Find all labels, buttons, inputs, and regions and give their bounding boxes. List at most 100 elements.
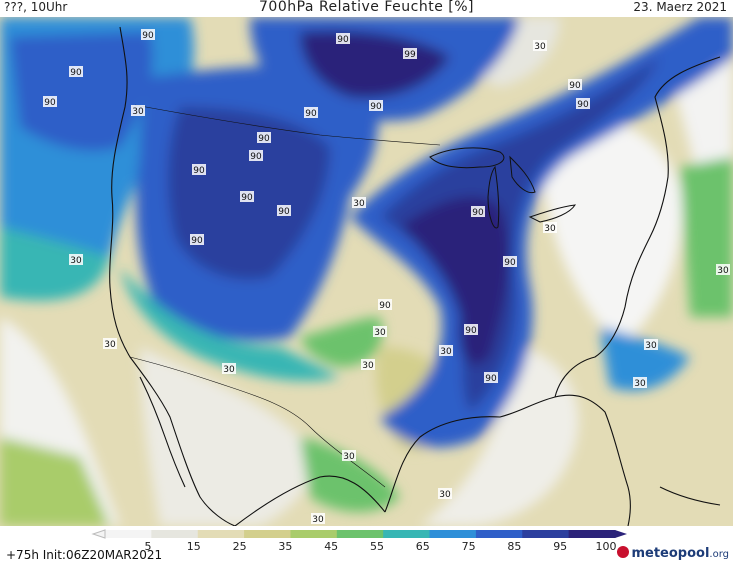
colorbar-swatch (522, 530, 570, 538)
colorbar-swatch (475, 530, 523, 538)
contour-label: 90 (336, 33, 350, 45)
svg-text:90: 90 (337, 35, 349, 45)
svg-text:90: 90 (485, 374, 497, 384)
contour-label: 30 (644, 339, 658, 351)
svg-text:90: 90 (258, 134, 270, 144)
colorbar-min-arrow (91, 529, 106, 539)
svg-text:90: 90 (193, 166, 205, 176)
contour-label: 90 (464, 324, 478, 336)
contour-label: 90 (141, 29, 155, 41)
contour-label: 90 (240, 191, 254, 203)
svg-text:90: 90 (241, 193, 253, 203)
svg-text:30: 30 (645, 341, 657, 351)
contour-label: 30 (311, 513, 325, 525)
colorbar-tick-label: 35 (278, 540, 292, 553)
coastlines (109, 26, 721, 526)
contour-label: 30 (716, 264, 730, 276)
contour-label: 90 (378, 299, 392, 311)
svg-text:30: 30 (132, 107, 144, 117)
colorbar-swatch (290, 530, 338, 538)
logo-text: meteopool (631, 546, 710, 561)
contour-label: 30 (533, 40, 547, 52)
colorbar-swatch (197, 530, 245, 538)
contour-label: 90 (503, 256, 517, 268)
svg-text:30: 30 (544, 224, 556, 234)
contour-label: 99 (403, 48, 417, 60)
colorbar-swatch (151, 530, 199, 538)
svg-text:90: 90 (379, 301, 391, 311)
great-lakes (429, 147, 576, 229)
svg-text:90: 90 (504, 258, 516, 268)
forecast-time-label: ???, 10Uhr (4, 0, 68, 14)
colorbar-tick-label: 65 (416, 540, 430, 553)
humidity-map: 90 90 90 90 99 90 90 90 90 90 90 90 90 90 90 90 90 90 90 90… (0, 17, 733, 526)
contour-label: 30 (352, 197, 366, 209)
svg-text:30: 30 (70, 256, 82, 266)
colorbar-swatch (429, 530, 477, 538)
colorbar-tick-label: 85 (507, 540, 521, 553)
contour-label: 90 (257, 132, 271, 144)
model-run-info: +75h Init:06Z20MAR2021 (6, 548, 163, 562)
contour-label: 90 (568, 79, 582, 91)
colorbar-swatch (105, 530, 152, 538)
contour-label: 90 (576, 98, 590, 110)
meteopool-logo[interactable]: meteopool.org (617, 546, 729, 561)
svg-text:90: 90 (278, 207, 290, 217)
contour-label: 30 (69, 254, 83, 266)
contour-label: 90 (190, 234, 204, 246)
colorbar-tick-label: 100 (596, 540, 617, 553)
contour-label: 90 (69, 66, 83, 78)
colorbar-tick-label: 45 (324, 540, 338, 553)
svg-text:30: 30 (534, 42, 546, 52)
svg-text:30: 30 (717, 266, 729, 276)
contour-label: 90 (304, 107, 318, 119)
svg-text:30: 30 (223, 365, 235, 375)
contour-label: 90 (484, 372, 498, 384)
colorbar-max-arrow (615, 530, 627, 538)
svg-text:90: 90 (142, 31, 154, 41)
svg-text:30: 30 (312, 515, 324, 525)
contour-label: 30 (103, 338, 117, 350)
colorbar-swatch (336, 530, 384, 538)
svg-text:90: 90 (370, 102, 382, 112)
contour-label: 90 (277, 205, 291, 217)
colorbar-tick-label: 5 (145, 540, 152, 553)
contour-label: 90 (192, 164, 206, 176)
logo-suffix: .org (709, 549, 729, 560)
colorbar-tick-label: 95 (553, 540, 567, 553)
svg-text:90: 90 (70, 68, 82, 78)
contour-label: 30 (131, 105, 145, 117)
contour-label: 30 (361, 359, 375, 371)
colorbar-tick-label: 15 (187, 540, 201, 553)
svg-text:30: 30 (343, 452, 355, 462)
svg-text:90: 90 (569, 81, 581, 91)
colorbar: 5 15 25 35 45 55 65 75 85 95 100 (91, 529, 627, 553)
map-footer: 5 15 25 35 45 55 65 75 85 95 100 +75h Init:06Z20MA… (0, 526, 733, 566)
contour-label: 30 (438, 488, 452, 500)
contour-label: 90 (249, 150, 263, 162)
svg-text:99: 99 (404, 50, 416, 60)
svg-text:90: 90 (191, 236, 203, 246)
contour-label: 30 (543, 222, 557, 234)
humidity-field (0, 17, 733, 526)
contour-label: 30 (373, 326, 387, 338)
map-title: 700hPa Relative Feuchte [%] (259, 0, 474, 15)
contour-label: 30 (222, 363, 236, 375)
contour-label: 90 (43, 96, 57, 108)
svg-text:90: 90 (44, 98, 56, 108)
svg-text:30: 30 (104, 340, 116, 350)
logo-globe-icon (617, 546, 630, 558)
contour-label: 90 (471, 206, 485, 218)
svg-text:90: 90 (305, 109, 317, 119)
contour-labels: 90 90 90 90 99 90 90 90 90 90 90 90 90 90 90 90 90 90 90 90… (43, 29, 730, 525)
svg-text:90: 90 (472, 208, 484, 218)
contour-label: 90 (369, 100, 383, 112)
colorbar-tick-label: 25 (233, 540, 247, 553)
colorbar-tick-label: 75 (462, 540, 476, 553)
colorbar-tick-label: 55 (370, 540, 384, 553)
svg-text:30: 30 (634, 379, 646, 389)
forecast-date: 23. Maerz 2021 (633, 0, 727, 14)
svg-text:90: 90 (465, 326, 477, 336)
svg-text:30: 30 (374, 328, 386, 338)
colorbar-swatch (244, 530, 291, 538)
